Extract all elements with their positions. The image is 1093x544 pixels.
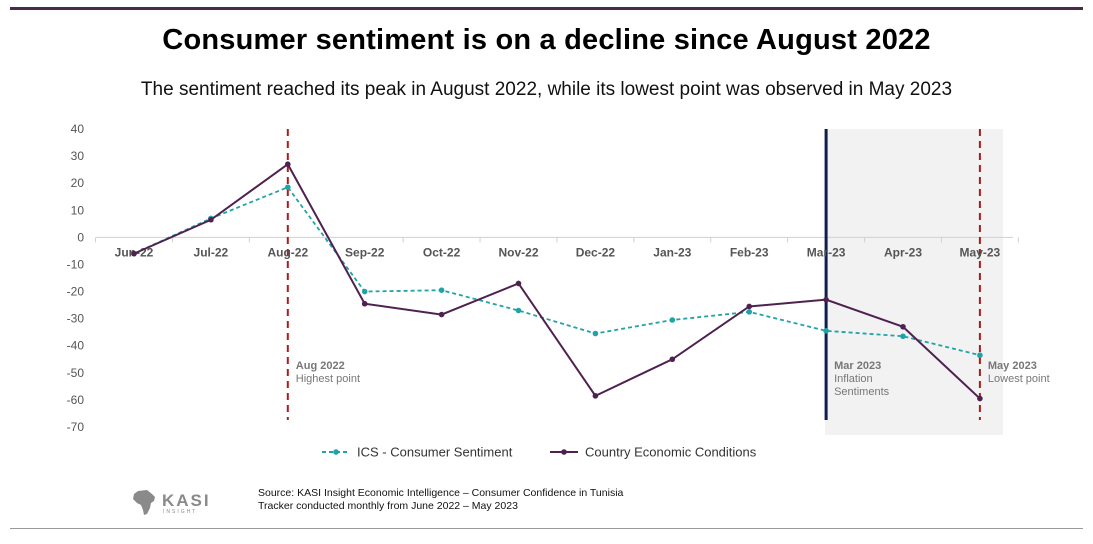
x-tick-label: Oct-22 xyxy=(423,245,461,259)
x-tick-label: Apr-23 xyxy=(884,245,922,259)
data-point xyxy=(669,317,676,323)
data-point xyxy=(746,309,752,315)
data-point xyxy=(592,330,599,337)
x-tick-label: May-23 xyxy=(960,245,1001,259)
data-point xyxy=(208,216,214,223)
data-point xyxy=(515,280,522,287)
data-point xyxy=(438,287,445,293)
logo-subtext: INSIGHT xyxy=(163,509,198,515)
y-tick-label: -30 xyxy=(67,312,85,326)
annotation-title: Mar 2023 xyxy=(834,360,881,372)
legend-label: Country Economic Conditions xyxy=(585,445,757,460)
y-tick-label: 40 xyxy=(71,122,85,136)
annotation-title: Aug 2022 xyxy=(296,360,345,372)
y-tick-label: 10 xyxy=(71,203,85,217)
source-line-1: Source: KASI Insight Economic Intelligen… xyxy=(258,487,624,499)
shaded-region xyxy=(825,129,1003,435)
y-tick-label: -20 xyxy=(67,285,85,299)
x-tick-label: Feb-23 xyxy=(730,245,769,259)
data-point xyxy=(285,161,291,168)
x-tick-label: Dec-22 xyxy=(576,245,616,259)
data-point xyxy=(515,307,522,314)
data-point xyxy=(900,333,906,340)
chart-subtitle: The sentiment reached its peak in August… xyxy=(140,79,953,100)
y-tick-label: 0 xyxy=(77,230,84,244)
data-point xyxy=(900,323,906,330)
chart-title: Consumer sentiment is on a decline since… xyxy=(162,24,931,56)
data-point xyxy=(669,356,676,363)
data-point xyxy=(592,393,599,399)
y-tick-label: -50 xyxy=(67,366,85,380)
y-tick-label: -40 xyxy=(67,339,85,353)
legend-label: ICS - Consumer Sentiment xyxy=(357,445,513,460)
source-line-2: Tracker conducted monthly from June 2022… xyxy=(258,500,518,512)
annotation-title: May 2023 xyxy=(988,360,1037,372)
annotation-text: Highest point xyxy=(296,373,360,385)
data-point xyxy=(977,395,983,402)
annotation-text: Sentiments xyxy=(834,386,890,398)
series-line xyxy=(133,162,981,400)
y-tick-label: -10 xyxy=(67,257,85,271)
annotation-text: Inflation xyxy=(834,373,873,385)
kasi-logo: KASI INSIGHT xyxy=(130,488,245,518)
y-tick-label: -70 xyxy=(67,420,85,434)
y-tick-label: -60 xyxy=(67,393,85,407)
africa-map-icon xyxy=(133,490,155,515)
y-tick-label: 20 xyxy=(71,176,85,190)
x-tick-label: Nov-22 xyxy=(498,245,538,259)
annotation-text: Lowest point xyxy=(988,373,1050,385)
x-tick-label: Mar-23 xyxy=(807,245,846,259)
data-point xyxy=(823,296,829,303)
source-note: Source: KASI Insight Economic Intelligen… xyxy=(258,487,623,513)
logo-text: KASI xyxy=(162,491,211,510)
bottom-rule xyxy=(10,528,1083,529)
x-tick-label: Aug-22 xyxy=(267,245,308,259)
y-tick-label: 30 xyxy=(71,149,85,163)
legend-marker xyxy=(561,449,567,455)
series-line xyxy=(133,186,981,357)
top-rule xyxy=(10,7,1083,10)
x-tick-label: Jul-22 xyxy=(194,245,229,259)
legend-marker xyxy=(333,449,339,455)
data-point xyxy=(746,303,752,310)
data-point xyxy=(438,311,445,318)
data-point xyxy=(361,288,368,295)
data-point xyxy=(823,328,829,334)
data-point xyxy=(285,184,291,191)
data-point xyxy=(131,250,137,257)
data-point xyxy=(361,300,368,307)
x-tick-label: Sep-22 xyxy=(345,245,385,259)
x-tick-label: Jan-23 xyxy=(653,245,691,259)
data-point xyxy=(977,352,983,359)
